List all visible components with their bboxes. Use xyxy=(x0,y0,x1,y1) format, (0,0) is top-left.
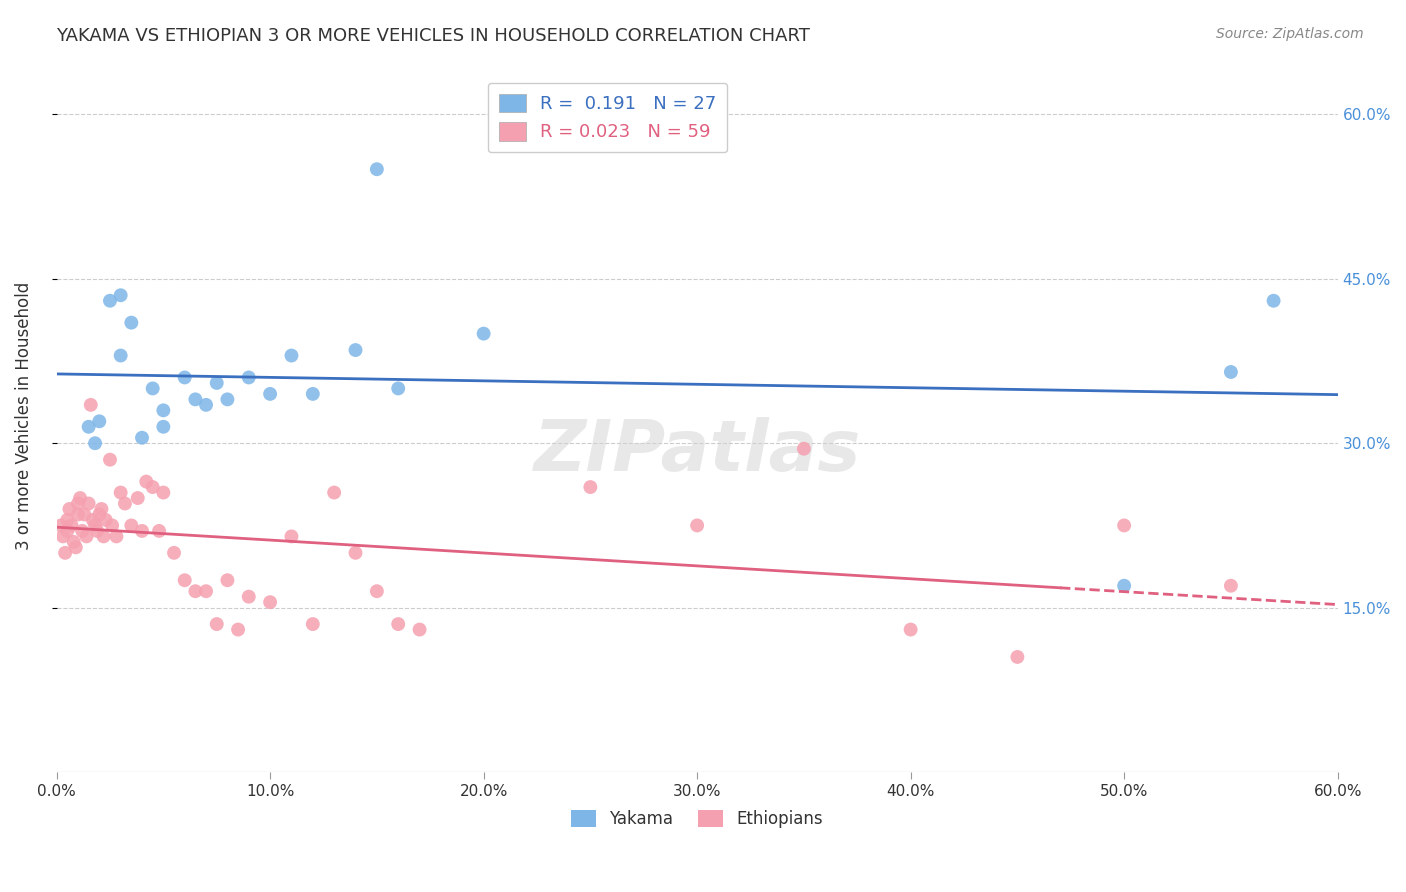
Point xyxy=(344,546,367,560)
Point xyxy=(120,316,142,330)
Point xyxy=(131,431,153,445)
Point xyxy=(82,513,104,527)
Point xyxy=(472,326,495,341)
Point xyxy=(280,349,302,363)
Point xyxy=(60,518,83,533)
Point xyxy=(387,381,409,395)
Point xyxy=(280,529,302,543)
Text: YAKAMA VS ETHIOPIAN 3 OR MORE VEHICLES IN HOUSEHOLD CORRELATION CHART: YAKAMA VS ETHIOPIAN 3 OR MORE VEHICLES I… xyxy=(56,27,810,45)
Point xyxy=(686,518,709,533)
Point xyxy=(217,573,239,587)
Point xyxy=(301,387,323,401)
Point xyxy=(89,414,111,428)
Point xyxy=(93,529,115,543)
Point xyxy=(89,508,111,522)
Point xyxy=(1219,365,1241,379)
Text: Source: ZipAtlas.com: Source: ZipAtlas.com xyxy=(1216,27,1364,41)
Point xyxy=(56,524,79,538)
Point xyxy=(1263,293,1285,308)
Point xyxy=(131,524,153,538)
Point xyxy=(77,496,100,510)
Point xyxy=(120,518,142,533)
Y-axis label: 3 or more Vehicles in Household: 3 or more Vehicles in Household xyxy=(15,282,32,550)
Point xyxy=(366,584,388,599)
Point xyxy=(579,480,602,494)
Point xyxy=(62,534,84,549)
Point xyxy=(1219,579,1241,593)
Point xyxy=(114,496,136,510)
Point xyxy=(65,541,87,555)
Point xyxy=(1114,579,1136,593)
Point xyxy=(323,485,346,500)
Point xyxy=(69,491,91,505)
Point xyxy=(66,496,89,510)
Point xyxy=(105,529,128,543)
Point xyxy=(195,398,218,412)
Point xyxy=(52,529,75,543)
Point xyxy=(49,518,72,533)
Point xyxy=(163,546,186,560)
Point xyxy=(56,513,79,527)
Point xyxy=(259,387,281,401)
Point xyxy=(205,617,228,632)
Point xyxy=(344,343,367,357)
Text: ZIPatlas: ZIPatlas xyxy=(533,417,860,486)
Point xyxy=(90,502,112,516)
Point xyxy=(366,162,388,177)
Point xyxy=(80,398,103,412)
Point xyxy=(205,376,228,390)
Point xyxy=(148,524,170,538)
Point xyxy=(86,524,108,538)
Point xyxy=(98,452,121,467)
Point xyxy=(142,381,165,395)
Point xyxy=(1007,650,1029,665)
Legend: Yakama, Ethiopians: Yakama, Ethiopians xyxy=(564,804,830,835)
Point xyxy=(259,595,281,609)
Point xyxy=(184,392,207,407)
Point xyxy=(238,370,260,384)
Point xyxy=(226,623,249,637)
Point xyxy=(98,293,121,308)
Point xyxy=(77,419,100,434)
Point xyxy=(142,480,165,494)
Point xyxy=(152,403,174,417)
Point xyxy=(152,485,174,500)
Point xyxy=(110,288,132,302)
Point xyxy=(84,518,107,533)
Point xyxy=(110,349,132,363)
Point xyxy=(58,502,80,516)
Point xyxy=(73,508,96,522)
Point xyxy=(94,513,117,527)
Point xyxy=(66,508,89,522)
Point xyxy=(1114,518,1136,533)
Point xyxy=(900,623,922,637)
Point xyxy=(408,623,430,637)
Point xyxy=(84,436,107,450)
Point xyxy=(76,529,98,543)
Point xyxy=(217,392,239,407)
Point xyxy=(793,442,815,456)
Point xyxy=(152,419,174,434)
Point xyxy=(70,524,93,538)
Point xyxy=(135,475,157,489)
Point xyxy=(387,617,409,632)
Point xyxy=(184,584,207,599)
Point xyxy=(53,546,76,560)
Point xyxy=(110,485,132,500)
Point xyxy=(238,590,260,604)
Point xyxy=(195,584,218,599)
Point xyxy=(127,491,149,505)
Point xyxy=(173,573,195,587)
Point xyxy=(301,617,323,632)
Point xyxy=(173,370,195,384)
Point xyxy=(101,518,124,533)
